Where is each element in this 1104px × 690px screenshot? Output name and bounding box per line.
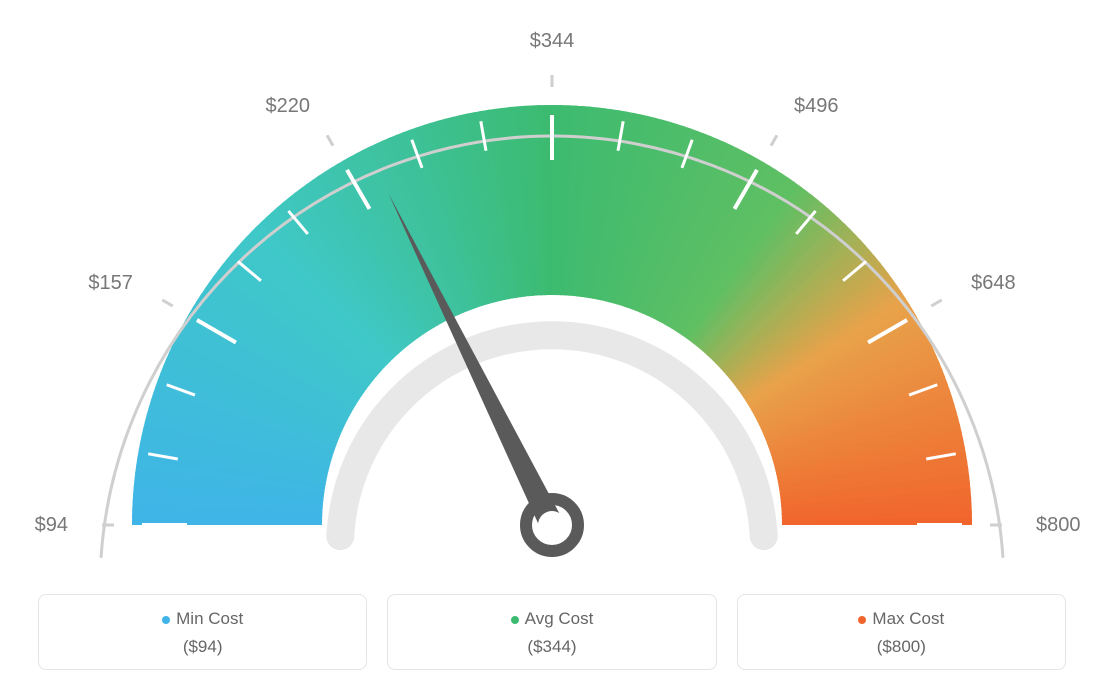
gauge-ring-tick: [162, 300, 172, 306]
gauge-tick-label: $344: [530, 30, 575, 52]
cost-gauge-chart: $94 $157 $220 $344 $496 $648 $800 Min Cost ($9…: [0, 0, 1104, 690]
legend-label-max: Max Cost: [872, 609, 944, 628]
legend-dot-min: [162, 616, 170, 624]
gauge-ring-tick: [931, 300, 941, 306]
legend-title-avg: Avg Cost: [388, 609, 715, 629]
legend-row: Min Cost ($94) Avg Cost ($344) Max Cost …: [0, 594, 1104, 670]
gauge-colored-arc: [132, 105, 972, 525]
legend-value-max: ($800): [738, 637, 1065, 657]
legend-title-min: Min Cost: [39, 609, 366, 629]
gauge-tick-label: $648: [971, 272, 1016, 294]
legend-value-min: ($94): [39, 637, 366, 657]
gauge-tick-label: $800: [1036, 514, 1081, 536]
gauge-tick-label: $496: [794, 95, 839, 117]
gauge-ring-tick: [771, 135, 777, 145]
gauge-area: $94 $157 $220 $344 $496 $648 $800: [0, 0, 1104, 570]
legend-label-min: Min Cost: [176, 609, 243, 628]
legend-card-max: Max Cost ($800): [737, 594, 1066, 670]
gauge-ring-tick: [327, 135, 333, 145]
legend-dot-max: [858, 616, 866, 624]
legend-label-avg: Avg Cost: [525, 609, 594, 628]
legend-card-avg: Avg Cost ($344): [387, 594, 716, 670]
gauge-tick-label: $220: [266, 95, 311, 117]
legend-card-min: Min Cost ($94): [38, 594, 367, 670]
legend-dot-avg: [511, 616, 519, 624]
gauge-tick-label: $94: [35, 514, 68, 536]
legend-title-max: Max Cost: [738, 609, 1065, 629]
gauge-needle-hub-inner: [538, 511, 566, 539]
gauge-svg: $94 $157 $220 $344 $496 $648 $800: [0, 0, 1104, 570]
legend-value-avg: ($344): [388, 637, 715, 657]
gauge-tick-label: $157: [88, 272, 133, 294]
